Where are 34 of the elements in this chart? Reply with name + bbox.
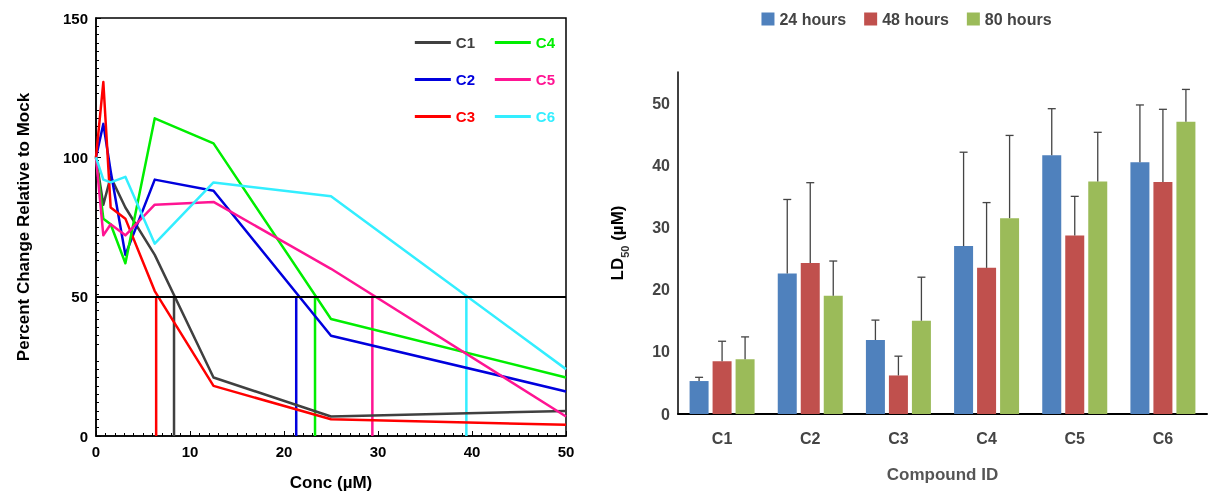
x-tick-label: 10 [181,443,199,460]
x-tick-label: 20 [275,443,293,460]
x-tick-label: C4 [976,429,997,447]
y-axis-title: Percent Change Relative to Mock [14,92,33,362]
x-tick-label: C5 [1064,429,1086,447]
legend-label: C6 [535,108,556,125]
y-tick-label: 50 [652,94,671,112]
y-tick-label: 30 [652,218,671,236]
y-tick-label: 100 [62,148,88,166]
x-tick-label: 0 [91,443,101,460]
x-tick-label: 50 [557,443,575,460]
x-tick-label: 40 [463,443,481,460]
y-tick-label: 10 [652,343,671,361]
y-tick-label: 150 [62,9,88,27]
y-axis-title: LD50 (µM) [608,205,631,281]
x-tick-label: C2 [800,429,821,447]
legend-label: 24 hours [779,10,847,28]
legend-label: 48 hours [882,10,949,28]
x-tick-label: C3 [888,429,909,447]
x-axis-title: Conc (µM) [289,473,373,492]
y-tick-label: 40 [652,156,671,174]
y-tick-label: 50 [71,288,88,306]
legend-label: C1 [455,34,476,51]
legend-label: C3 [455,108,476,125]
legend-label: C4 [535,34,556,51]
x-axis-title: Compound ID [886,465,999,484]
legend-label: 80 hours [984,10,1052,28]
legend-label: C2 [455,71,476,88]
y-tick-label: 0 [661,405,671,423]
x-tick-label: C1 [711,429,733,447]
x-tick-label: C6 [1152,429,1174,447]
legend-label: C5 [535,71,556,88]
x-tick-label: 30 [369,443,387,460]
y-tick-label: 20 [652,281,671,299]
